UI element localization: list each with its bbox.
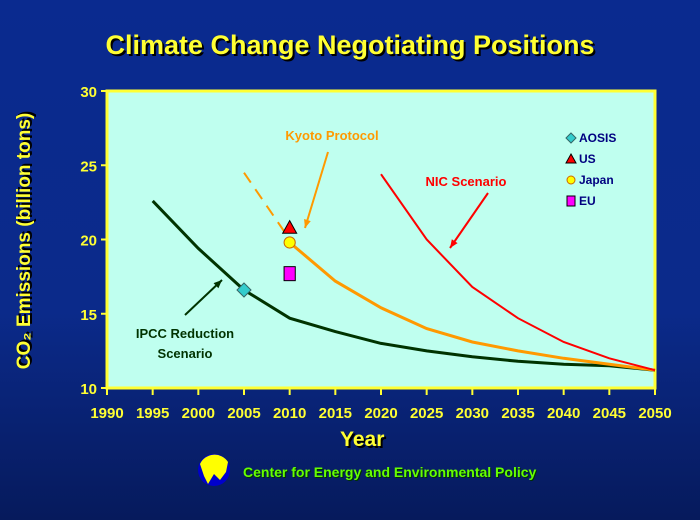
x-tick-label: 2015 xyxy=(319,405,352,422)
legend-label: EU xyxy=(579,194,596,208)
legend-label: US xyxy=(579,152,596,166)
marker-eu xyxy=(566,195,576,207)
x-tick-label: 2000 xyxy=(182,405,215,422)
marker-japan xyxy=(283,236,296,249)
y-tick-label: 10 xyxy=(80,381,97,398)
series-annotation: IPCC Reduction xyxy=(136,326,234,341)
legend-label: Japan xyxy=(579,173,614,187)
series-line-1 xyxy=(288,241,656,372)
x-axis-label: Year xyxy=(340,428,385,451)
x-tick-label: 2050 xyxy=(638,405,671,422)
arrowhead-icon xyxy=(304,219,311,228)
y-tick-label: 15 xyxy=(80,307,97,324)
series-dashed-line xyxy=(243,172,291,241)
x-tick-label: 2010 xyxy=(273,405,306,422)
marker-eu xyxy=(283,266,296,282)
x-tick-label: 2020 xyxy=(364,405,397,422)
marker-aosis xyxy=(236,282,252,298)
y-tick-label: 25 xyxy=(80,158,97,175)
marker-japan xyxy=(566,175,576,185)
y-tick-label: 20 xyxy=(80,233,97,250)
y-axis-label: CO₂ Emissions (billion tons) xyxy=(14,112,35,370)
footer-text: Center for Energy and Environmental Poli… xyxy=(243,464,537,480)
legend-label: AOSIS xyxy=(579,131,616,145)
series-annotation: Kyoto Protocol xyxy=(285,128,378,143)
annotation-arrow xyxy=(449,192,489,249)
x-tick-label: 2030 xyxy=(456,405,489,422)
series-annotation: Scenario xyxy=(158,346,213,361)
annotation-arrow xyxy=(184,279,223,316)
series-annotation: NIC Scenario xyxy=(426,174,507,189)
marker-aosis xyxy=(565,132,577,144)
marker-us xyxy=(565,152,577,164)
y-tick-label: 30 xyxy=(80,84,97,101)
x-tick-label: 2025 xyxy=(410,405,443,422)
globe-logo-icon xyxy=(198,454,230,486)
chart-title: Climate Change Negotiating Positions xyxy=(105,30,595,60)
x-tick-label: 2045 xyxy=(593,405,626,422)
marker-us xyxy=(281,219,298,234)
x-tick-label: 1990 xyxy=(90,405,123,422)
x-tick-label: 2005 xyxy=(227,405,260,422)
plot-area xyxy=(107,91,655,388)
arrowhead-icon xyxy=(213,280,222,289)
x-tick-label: 2040 xyxy=(547,405,580,422)
x-tick-label: 2035 xyxy=(501,405,534,422)
series-line-0 xyxy=(151,199,656,372)
series-line-2 xyxy=(380,173,656,372)
x-tick-label: 1995 xyxy=(136,405,169,422)
arrowhead-icon xyxy=(450,239,458,248)
annotation-arrow xyxy=(304,151,329,229)
